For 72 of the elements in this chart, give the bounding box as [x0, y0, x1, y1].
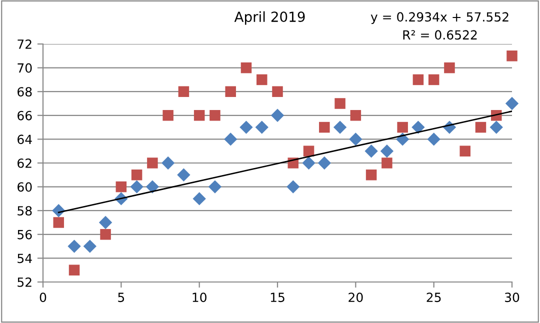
point [460, 146, 470, 156]
point [161, 156, 175, 170]
point [428, 74, 440, 86]
point [380, 144, 394, 158]
y-tick-label: 56 [18, 230, 32, 240]
point [256, 74, 268, 86]
point [208, 180, 222, 194]
y-tick-label: 70 [18, 63, 32, 73]
y-tick-label: 54 [18, 254, 32, 264]
x-tick-label: 25 [426, 292, 441, 302]
point [100, 229, 111, 240]
point [412, 74, 424, 86]
point [302, 156, 316, 170]
text: y = 0.2934x + 57.552 [370, 12, 508, 24]
x-tick-label: 10 [192, 292, 206, 302]
y-tick-label: 68 [18, 87, 32, 97]
point [162, 110, 174, 121]
point [130, 180, 144, 194]
point [210, 110, 220, 121]
y-tick-label: 72 [18, 39, 32, 49]
point [506, 50, 518, 62]
chart-title: April 2019 [234, 11, 305, 25]
point [334, 98, 346, 109]
point [192, 192, 206, 206]
point [366, 170, 377, 180]
point [146, 180, 160, 194]
y-tick-label: 62 [18, 158, 32, 168]
point [83, 240, 96, 253]
point [382, 158, 392, 168]
point [349, 132, 362, 146]
point [505, 96, 519, 110]
point [68, 240, 81, 253]
y-tick-label: 52 [18, 277, 32, 287]
point [333, 120, 347, 134]
point [490, 120, 503, 134]
point [131, 170, 142, 180]
point [350, 110, 362, 121]
point [270, 108, 284, 122]
point [53, 217, 64, 228]
x-tick-label: 0 [40, 292, 46, 302]
x-tick-label: 5 [118, 292, 124, 302]
point [225, 86, 236, 97]
point [444, 62, 455, 74]
x-tick-label: 15 [270, 292, 284, 302]
point [147, 158, 158, 168]
point [272, 86, 283, 97]
point [427, 132, 440, 146]
point [318, 156, 331, 170]
point [98, 216, 112, 230]
text: R² = 0.6522 [403, 30, 477, 40]
point [397, 122, 408, 133]
y-tick-label: 64 [18, 134, 32, 144]
y-tick-label: 66 [18, 110, 32, 120]
point [412, 120, 425, 134]
point [240, 120, 253, 134]
point [475, 122, 486, 133]
y-tick-label: 58 [18, 206, 32, 216]
point [68, 264, 80, 276]
point [116, 181, 127, 192]
point [255, 120, 268, 134]
point [364, 144, 378, 158]
point [240, 62, 252, 74]
point [319, 122, 330, 133]
x-tick-label: 20 [348, 292, 363, 302]
x-tick-label: 30 [505, 292, 520, 302]
y-tick-label: 60 [18, 182, 32, 192]
point [178, 86, 190, 97]
point [177, 168, 190, 182]
point [303, 146, 314, 156]
point [194, 110, 205, 121]
point [224, 132, 238, 146]
point [286, 180, 300, 194]
